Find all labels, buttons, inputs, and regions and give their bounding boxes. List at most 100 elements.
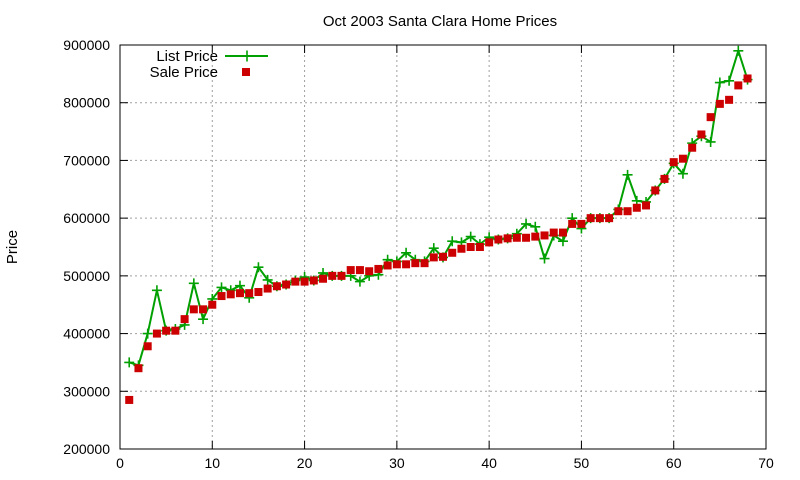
sale-price-point <box>595 214 604 223</box>
sale-price-point <box>346 266 355 275</box>
sale-price-point <box>272 282 281 291</box>
list-price-point <box>733 45 744 56</box>
list-price-point <box>234 280 245 291</box>
grid-lines <box>120 45 766 449</box>
sale-price-point <box>125 395 134 404</box>
sale-price-point <box>134 364 143 373</box>
sale-price-point <box>282 280 291 289</box>
y-axis-label: Price <box>4 230 21 264</box>
x-tick-label: 20 <box>297 455 313 471</box>
x-tick-label: 70 <box>758 455 774 471</box>
list-price-point <box>428 243 439 254</box>
x-tick-label: 0 <box>116 455 124 471</box>
sale-price-point <box>512 233 521 242</box>
sale-price-point <box>568 219 577 228</box>
sale-price-point <box>226 290 235 299</box>
sale-price-point <box>235 289 244 298</box>
sale-price-point <box>669 158 678 167</box>
x-tick-label: 40 <box>481 455 497 471</box>
sale-price-point <box>494 235 503 244</box>
series-sale-price <box>125 74 752 404</box>
y-tick-label: 600000 <box>63 210 110 226</box>
y-tick-label: 900000 <box>63 37 110 53</box>
sale-price-point <box>632 203 641 212</box>
sale-price-point <box>254 288 263 297</box>
x-tick-label: 30 <box>389 455 405 471</box>
sale-price-point <box>531 232 540 241</box>
sale-price-point <box>457 244 466 253</box>
list-price-point <box>253 262 264 273</box>
x-tick-label: 50 <box>574 455 590 471</box>
sale-price-point <box>374 264 383 273</box>
sale-price-point <box>180 315 189 324</box>
sale-price-point <box>448 248 457 257</box>
sale-price-point <box>466 243 475 251</box>
chart-title: Oct 2003 Santa Clara Home Prices <box>323 13 557 30</box>
sale-price-point <box>199 305 208 314</box>
sale-price-point <box>586 214 595 223</box>
sale-price-point <box>558 228 567 237</box>
sale-price-point <box>309 276 318 285</box>
y-tick-label: 500000 <box>63 268 110 284</box>
sale-price-point <box>162 326 171 335</box>
sale-price-point <box>475 243 484 251</box>
sale-price-point <box>715 99 724 108</box>
x-tick-label: 60 <box>666 455 682 471</box>
list-price-point <box>401 247 412 258</box>
list-price-point <box>557 236 568 247</box>
list-price-point <box>262 274 273 285</box>
y-tick-label: 400000 <box>63 326 110 342</box>
sale-price-point <box>540 231 549 240</box>
sale-price-point <box>439 252 447 261</box>
sale-price-point <box>614 207 623 216</box>
sale-price-point <box>143 342 152 351</box>
sale-price-point <box>522 233 531 242</box>
legend-label-sale-price: Sale Price <box>150 64 218 81</box>
sale-price-point <box>263 284 272 293</box>
legend: List Price Sale Price <box>150 48 268 81</box>
list-price-point <box>198 314 209 325</box>
sale-price-point <box>365 267 374 276</box>
sale-price-point <box>208 300 217 309</box>
sale-price-point <box>189 305 198 314</box>
sale-price-point <box>725 95 734 104</box>
sale-price-point <box>171 326 180 335</box>
y-tick-label: 300000 <box>63 383 110 399</box>
list-price-point <box>539 253 550 264</box>
sale-price-point <box>605 214 614 223</box>
sale-price-point <box>688 143 697 152</box>
sale-price-point <box>383 261 392 270</box>
sale-price-point <box>660 174 669 183</box>
tick-marks <box>119 44 767 450</box>
list-price-point <box>677 168 688 179</box>
y-tick-label: 700000 <box>63 152 110 168</box>
legend-label-list-price: List Price <box>156 48 218 65</box>
sale-price-point <box>642 201 651 210</box>
sale-price-point <box>651 186 660 195</box>
sale-price-point <box>678 154 687 163</box>
plot-frame <box>119 44 767 450</box>
sale-price-point <box>429 253 438 262</box>
sale-price-point <box>355 266 364 275</box>
sale-price-point <box>245 289 254 298</box>
sale-price-point <box>623 207 632 216</box>
sale-price-point <box>402 260 411 269</box>
list-price-point <box>521 218 532 229</box>
list-price-line <box>128 49 749 367</box>
y-tick-label: 200000 <box>63 441 110 457</box>
sale-price-point <box>485 238 494 247</box>
sale-price-point <box>697 130 706 139</box>
sale-price-point <box>337 271 346 280</box>
list-price-point <box>705 136 716 147</box>
sale-price-point <box>300 277 309 286</box>
sale-price-point <box>734 81 743 90</box>
sale-price-point <box>411 259 420 268</box>
series-layer <box>124 45 753 404</box>
list-price-point <box>447 236 458 247</box>
list-price-point <box>622 169 633 180</box>
sale-price-point <box>577 219 586 228</box>
x-tick-label: 10 <box>204 455 220 471</box>
list-price-point <box>216 282 227 293</box>
